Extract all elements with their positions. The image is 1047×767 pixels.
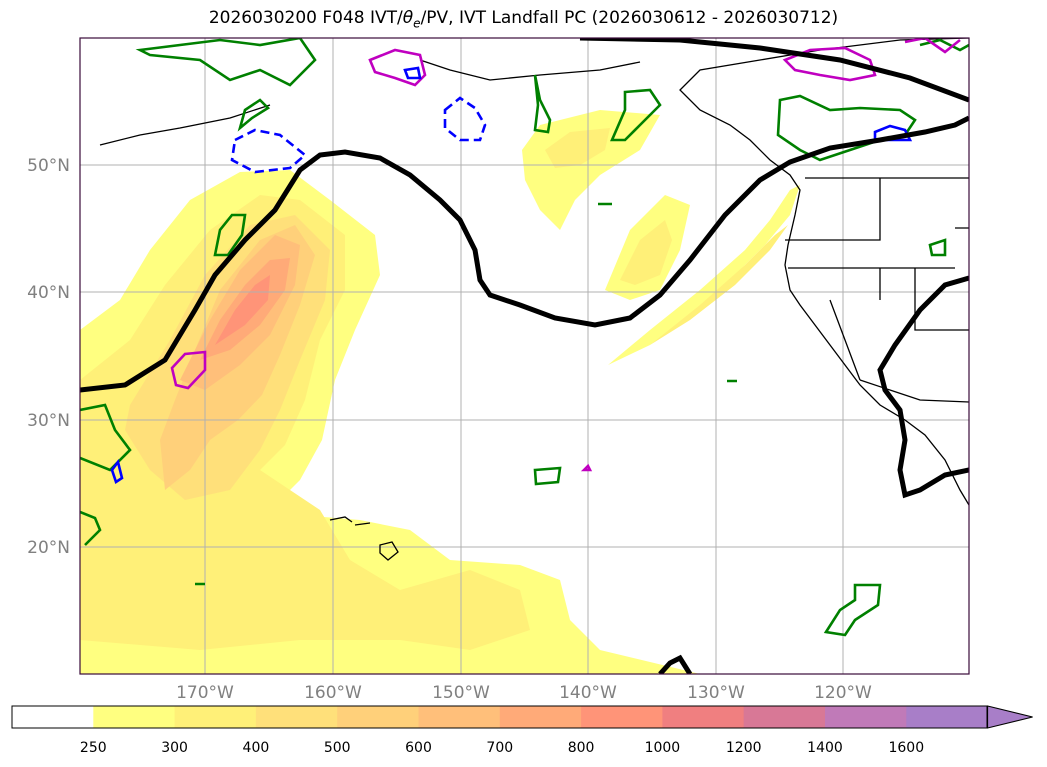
- lon-label: 170°W: [176, 683, 234, 703]
- latitude-labels: 50°N 40°N 30°N 20°N: [27, 156, 70, 558]
- colorbar-tick-label: 1400: [807, 740, 843, 756]
- pv-positive-contours: [170, 38, 961, 472]
- lat-label: 40°N: [27, 283, 70, 303]
- graticule: [80, 38, 969, 674]
- colorbar-extend-arrow: [987, 705, 1033, 729]
- lat-label: 50°N: [27, 156, 70, 176]
- theta-e-contours: [80, 38, 969, 637]
- streamline-main: [80, 115, 969, 393]
- hawaii-islands: [329, 516, 399, 561]
- ivt-fill: [80, 110, 800, 674]
- lon-label: 150°W: [432, 683, 490, 703]
- colorbar-tick-label: 1600: [888, 740, 924, 756]
- colorbar-cell: [255, 706, 338, 728]
- longitude-labels: 170°W 160°W 150°W 140°W 130°W 120°W: [176, 683, 872, 703]
- us-state-lines: [785, 178, 969, 403]
- colorbar-tick-label: 300: [161, 740, 188, 756]
- ivt-300-band-east: [620, 220, 672, 285]
- colorbar-tick-label: 400: [243, 740, 270, 756]
- colorbar-cell: [662, 706, 745, 728]
- lon-label: 160°W: [304, 683, 362, 703]
- colorbar-cell: [743, 706, 826, 728]
- lat-label: 20°N: [27, 538, 70, 558]
- colorbar-tick-label: 700: [486, 740, 513, 756]
- colorbar-tick-label: 1000: [645, 740, 681, 756]
- colorbar-tick-label: 1200: [726, 740, 762, 756]
- colorbar-labels: 250 300 400 500 600 700 800 1000 1200 1400 1600: [80, 740, 924, 756]
- lat-label: 30°N: [27, 411, 70, 431]
- colorbar-frame: [11, 705, 988, 729]
- map-frame: [79, 37, 970, 675]
- colorbar-cells: [12, 706, 989, 728]
- colorbar: 250 300 400 500 600 700 800 1000 1200 1400 1600: [11, 705, 1033, 756]
- north-america-coast: [679, 38, 969, 506]
- lon-label: 120°W: [814, 683, 872, 703]
- colorbar-cell: [93, 706, 176, 728]
- map-panel: [80, 38, 969, 674]
- streamline-contours: [80, 38, 969, 674]
- streamline-south: [658, 654, 693, 674]
- map-title: 2026030200 F048 IVT/θe/PV, IVT Landfall …: [208, 8, 839, 31]
- lon-label: 140°W: [559, 683, 617, 703]
- colorbar-cell: [825, 706, 907, 728]
- colorbar-cell: [418, 706, 501, 728]
- colorbar-cell: [337, 706, 419, 728]
- colorbar-cell: [12, 706, 94, 728]
- colorbar-cell: [499, 706, 582, 728]
- colorbar-tick-label: 500: [324, 740, 351, 756]
- lon-label: 130°W: [687, 683, 745, 703]
- streamline-north: [579, 38, 969, 103]
- ivt-300-north: [545, 128, 610, 168]
- colorbar-cell: [906, 706, 989, 728]
- colorbar-tick-label: 250: [80, 740, 107, 756]
- colorbar-tick-label: 800: [568, 740, 595, 756]
- colorbar-tick-label: 600: [405, 740, 432, 756]
- colorbar-cell: [581, 706, 663, 728]
- streamline-east: [877, 275, 969, 499]
- colorbar-cell: [174, 706, 257, 728]
- ivt-300-coastal: [650, 225, 788, 345]
